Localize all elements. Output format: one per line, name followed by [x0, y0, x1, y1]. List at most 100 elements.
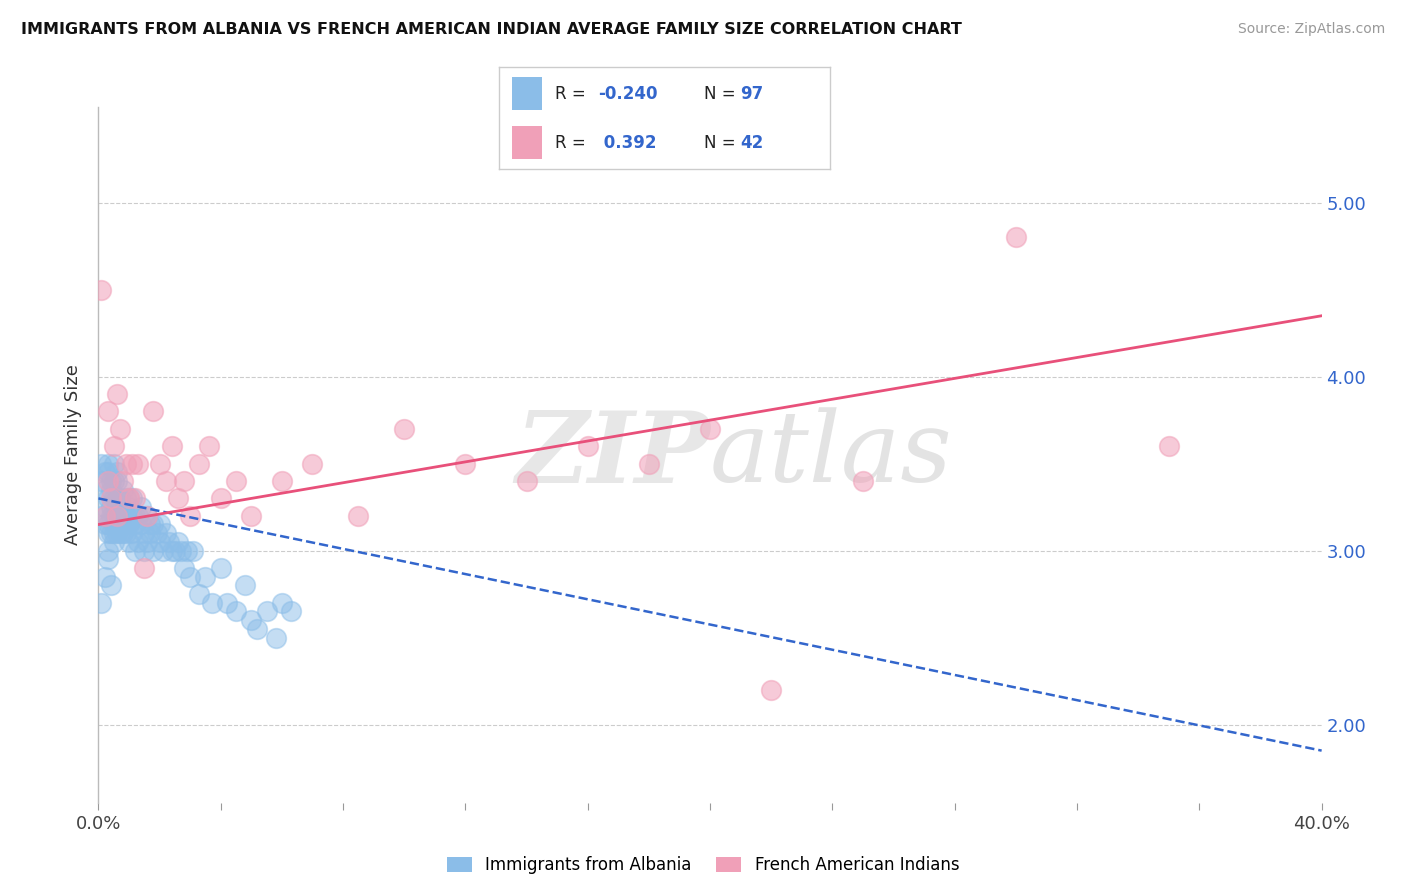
Point	[111, 483, 134, 497]
FancyBboxPatch shape	[512, 127, 543, 159]
Point	[105, 508, 128, 523]
Point	[97, 457, 120, 471]
Point	[97, 491, 120, 506]
Point	[115, 491, 138, 506]
Point	[111, 474, 134, 488]
Point	[115, 517, 138, 532]
Point	[118, 535, 141, 549]
Point	[108, 517, 131, 532]
Point	[115, 526, 138, 541]
Point	[142, 517, 165, 532]
Point	[111, 526, 134, 541]
Point	[225, 605, 247, 619]
Point	[256, 605, 278, 619]
Point	[179, 508, 201, 523]
Point	[759, 682, 782, 697]
Point	[108, 422, 131, 436]
Point	[142, 543, 165, 558]
Point	[301, 457, 323, 471]
Point	[90, 457, 112, 471]
Point	[121, 457, 143, 471]
Point	[167, 535, 190, 549]
Point	[167, 491, 190, 506]
Point	[200, 596, 222, 610]
Point	[194, 570, 217, 584]
Text: R =: R =	[555, 85, 592, 103]
Point	[139, 526, 162, 541]
Point	[105, 508, 128, 523]
Point	[97, 526, 120, 541]
Point	[136, 508, 159, 523]
Point	[280, 605, 302, 619]
Point	[129, 517, 152, 532]
Point	[100, 508, 122, 523]
Text: ZIP: ZIP	[515, 407, 710, 503]
Point	[121, 508, 143, 523]
Point	[100, 500, 122, 515]
Point	[124, 491, 146, 506]
Point	[118, 500, 141, 515]
Point	[149, 535, 172, 549]
Point	[93, 508, 115, 523]
Point	[93, 466, 115, 480]
Point	[157, 535, 180, 549]
Point	[105, 387, 128, 401]
Point	[105, 526, 128, 541]
Point	[264, 631, 287, 645]
Point	[108, 500, 131, 515]
Point	[105, 500, 128, 515]
Point	[97, 517, 120, 532]
Point	[103, 526, 125, 541]
Point	[97, 404, 120, 418]
Point	[124, 508, 146, 523]
Text: Source: ZipAtlas.com: Source: ZipAtlas.com	[1237, 22, 1385, 37]
FancyBboxPatch shape	[512, 78, 543, 110]
Text: R =: R =	[555, 134, 592, 152]
Point	[576, 439, 599, 453]
Point	[97, 474, 120, 488]
Point	[134, 526, 156, 541]
Point	[127, 535, 149, 549]
Point	[209, 491, 232, 506]
Point	[108, 526, 131, 541]
Point	[100, 526, 122, 541]
Point	[155, 526, 177, 541]
Point	[149, 517, 172, 532]
Point	[103, 508, 125, 523]
Point	[516, 474, 538, 488]
Point	[93, 483, 115, 497]
Point	[142, 404, 165, 418]
Point	[90, 474, 112, 488]
Point	[115, 457, 138, 471]
Point	[1157, 439, 1180, 453]
Text: IMMIGRANTS FROM ALBANIA VS FRENCH AMERICAN INDIAN AVERAGE FAMILY SIZE CORRELATIO: IMMIGRANTS FROM ALBANIA VS FRENCH AMERIC…	[21, 22, 962, 37]
Legend: Immigrants from Albania, French American Indians: Immigrants from Albania, French American…	[441, 851, 965, 880]
Point	[118, 491, 141, 506]
Point	[134, 561, 156, 575]
Point	[124, 543, 146, 558]
Point	[100, 578, 122, 592]
Point	[225, 474, 247, 488]
Point	[93, 570, 115, 584]
Point	[179, 570, 201, 584]
Point	[170, 543, 193, 558]
Point	[163, 543, 186, 558]
Point	[152, 543, 174, 558]
Point	[173, 474, 195, 488]
Point	[188, 457, 211, 471]
Point	[145, 526, 167, 541]
Point	[136, 535, 159, 549]
Text: 0.392: 0.392	[599, 134, 657, 152]
Point	[90, 596, 112, 610]
Text: N =: N =	[704, 134, 741, 152]
Point	[852, 474, 875, 488]
Point	[176, 543, 198, 558]
Point	[155, 474, 177, 488]
Point	[240, 613, 263, 627]
Point	[108, 508, 131, 523]
Point	[209, 561, 232, 575]
Point	[181, 543, 204, 558]
Point	[347, 508, 370, 523]
Point	[246, 622, 269, 636]
Point	[105, 466, 128, 480]
